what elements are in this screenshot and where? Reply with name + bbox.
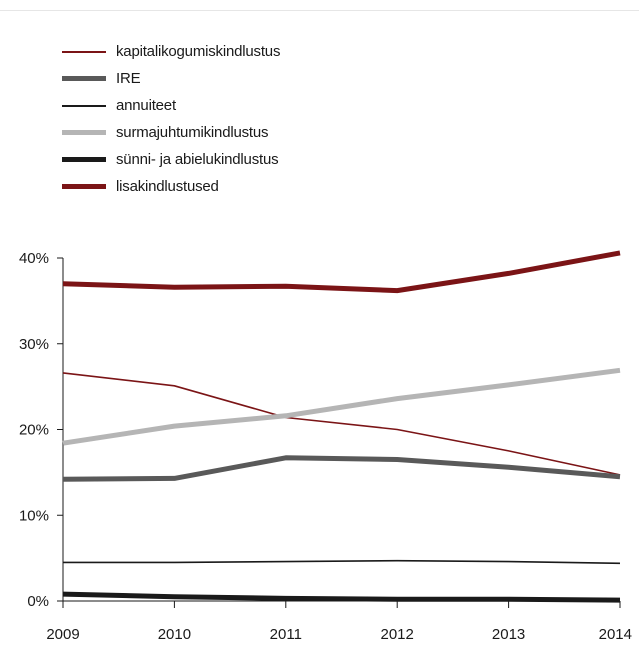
legend-swatch [62, 76, 106, 81]
legend-swatch [62, 50, 106, 53]
series-line-4 [62, 591, 621, 603]
legend-label: annuiteet [116, 97, 176, 114]
chart-axes: 0% 10% 20% 30% 40% 2009 2010 2011 2012 2013 2014 [19, 250, 632, 643]
chart-legend: kapitalikogumiskindlustus IRE annuiteet sur… [62, 38, 280, 200]
series-line-2 [63, 559, 621, 565]
legend-label: surmajuhtumikindlustus [116, 124, 269, 141]
legend-swatch [62, 104, 106, 107]
legend-item: surmajuhtumikindlustus [62, 119, 280, 146]
x-tick-label: 2012 [381, 626, 414, 643]
series-line-0 [62, 372, 621, 476]
y-tick-label: 40% [19, 250, 49, 267]
series-line-1 [62, 455, 621, 482]
series-line-5 [62, 250, 621, 294]
x-tick-label: 2013 [492, 626, 525, 643]
legend-item: lisakindlustused [62, 173, 280, 200]
x-tick-label: 2009 [46, 626, 79, 643]
x-tick-label: 2014 [599, 626, 632, 643]
y-tick-label: 0% [27, 593, 49, 610]
legend-item: sünni- ja abielukindlustus [62, 146, 280, 173]
chart-series [62, 250, 621, 603]
legend-label: lisakindlustused [116, 178, 219, 195]
legend-swatch [62, 157, 106, 162]
legend-label: sünni- ja abielukindlustus [116, 151, 279, 168]
legend-swatch [62, 184, 106, 189]
legend-swatch [62, 130, 106, 135]
legend-item: IRE [62, 65, 280, 92]
y-tick-label: 20% [19, 422, 49, 439]
legend-item: annuiteet [62, 92, 280, 119]
legend-item: kapitalikogumiskindlustus [62, 38, 280, 65]
x-tick-label: 2011 [270, 626, 302, 643]
x-tick-label: 2010 [158, 626, 191, 643]
top-divider [0, 10, 639, 11]
legend-label: IRE [116, 70, 141, 87]
y-tick-label: 10% [19, 507, 49, 524]
legend-label: kapitalikogumiskindlustus [116, 43, 281, 60]
series-line-3 [62, 367, 621, 446]
y-tick-label: 30% [19, 336, 49, 353]
